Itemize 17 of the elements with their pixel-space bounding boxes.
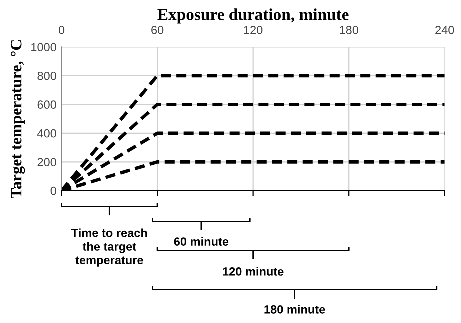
x-tick-label: 120 xyxy=(244,26,263,34)
y-tick-label: 400 xyxy=(37,129,56,138)
y-tick-label: 0 xyxy=(50,186,56,196)
text: 60 minute xyxy=(174,237,229,246)
x-tick-label: 180 xyxy=(340,26,358,34)
y-tick-label: 800 xyxy=(38,72,56,80)
x-tick-label: 240 xyxy=(436,26,454,34)
x-tick-label: 60 xyxy=(152,26,164,34)
y-tick-label: 600 xyxy=(38,100,56,110)
text: 120 minute xyxy=(223,267,284,276)
y-tick-label: 200 xyxy=(38,158,56,167)
x-tick-label: 0 xyxy=(58,26,65,34)
y-axis-title: Target temperature, °C xyxy=(10,40,26,198)
y-tick-label: 1000 xyxy=(32,43,56,52)
text: 180 minute xyxy=(264,305,326,314)
x-axis-title: Exposure duration, minute xyxy=(158,8,349,24)
text: Time to reach the target temperature xyxy=(72,228,148,267)
